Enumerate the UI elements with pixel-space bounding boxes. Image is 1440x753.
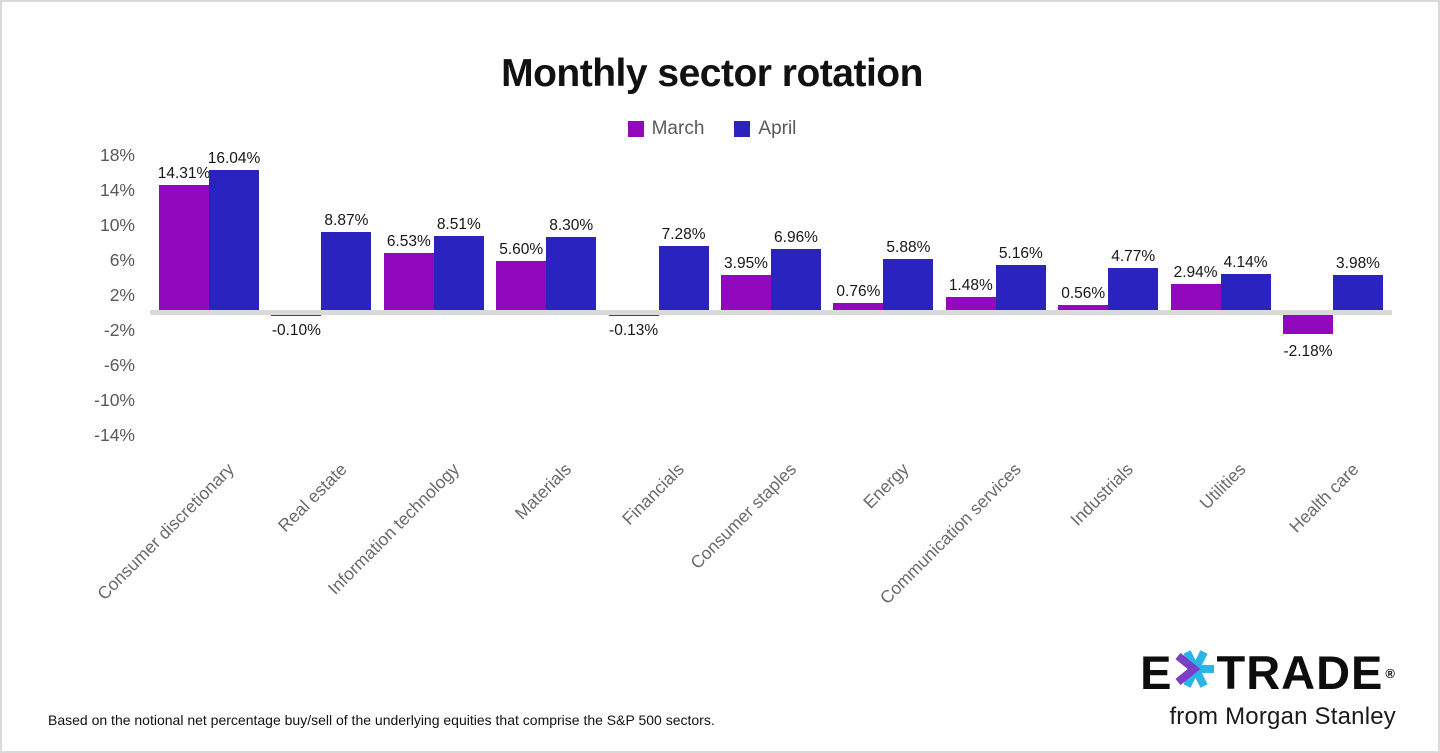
value-label-march-1: -0.10% — [271, 322, 321, 339]
value-label-march-4: -0.13% — [609, 322, 659, 339]
bar-march-8 — [1058, 305, 1109, 310]
x-axis-category-label: Materials — [510, 459, 576, 524]
y-axis-tick-label: -6% — [103, 355, 135, 375]
x-axis-category-label: Consumer staples — [686, 459, 801, 573]
x-axis-category-label: Real estate — [273, 459, 351, 536]
x-axis-category-label: Industrials — [1066, 459, 1138, 530]
registered-mark: ® — [1385, 666, 1396, 681]
value-label-april-10: 3.98% — [1336, 255, 1380, 273]
brand-tagline: from Morgan Stanley — [1169, 703, 1396, 730]
bar-march-7 — [945, 297, 996, 310]
y-axis-tick-label: 2% — [109, 285, 135, 305]
value-label-april-8: 4.77% — [1111, 248, 1156, 266]
value-label-april-1: 8.87% — [324, 212, 369, 230]
bar-march-4 — [608, 315, 659, 317]
bar-april-0 — [209, 169, 259, 310]
etrade-asterisk-icon — [1174, 648, 1216, 698]
bar-april-1 — [321, 232, 372, 310]
value-label-march-0: 14.31% — [157, 164, 211, 182]
logo-letter-e: E — [1140, 646, 1173, 699]
value-label-march-10: -2.18% — [1283, 343, 1333, 361]
value-label-march-9: 2.94% — [1173, 264, 1218, 282]
bar-april-4 — [658, 246, 709, 310]
chart-legend: March April — [0, 118, 1424, 140]
value-label-april-9: 4.14% — [1223, 253, 1268, 271]
bar-april-6 — [883, 258, 934, 310]
x-axis-category-label: Energy — [859, 459, 913, 513]
y-axis-tick-label: 18% — [99, 145, 135, 165]
value-label-march-7: 1.48% — [948, 277, 993, 295]
brand-block: E TRADE ® from Morgan Stanley — [1140, 648, 1396, 731]
bar-march-3 — [496, 261, 547, 310]
bar-april-7 — [995, 264, 1046, 310]
x-axis-category-label: Consumer discretionary — [93, 459, 239, 604]
bar-april-3 — [546, 237, 597, 310]
value-label-april-2: 8.51% — [436, 215, 481, 233]
value-label-march-8: 0.56% — [1061, 285, 1106, 303]
etrade-logo: E TRADE ® — [1140, 648, 1396, 698]
value-label-march-6: 0.76% — [836, 283, 881, 301]
bar-april-8 — [1108, 268, 1159, 310]
y-axis-tick-label: 14% — [99, 180, 135, 200]
value-label-april-5: 6.96% — [774, 229, 818, 247]
legend-label-april: April — [758, 118, 797, 139]
bar-march-5 — [721, 275, 771, 310]
bar-april-10 — [1333, 275, 1383, 310]
bar-april-2 — [433, 235, 484, 310]
bar-march-10 — [1283, 315, 1333, 335]
value-label-april-0: 16.04% — [207, 149, 261, 167]
y-axis-tick-label: 10% — [99, 215, 135, 235]
bar-march-6 — [833, 303, 884, 310]
value-label-march-2: 6.53% — [386, 232, 431, 250]
bar-april-5 — [771, 249, 821, 310]
y-axis-tick-label: -2% — [103, 320, 135, 340]
march-swatch-icon — [627, 121, 644, 137]
legend-label-march: March — [651, 118, 705, 139]
value-label-march-5: 3.95% — [724, 255, 768, 273]
bar-march-1 — [271, 315, 322, 316]
legend-item-april: April — [734, 118, 796, 140]
value-label-april-3: 8.30% — [549, 217, 594, 235]
bar-march-0 — [159, 184, 209, 310]
y-axis-tick-label: 6% — [109, 250, 135, 270]
value-label-march-3: 5.60% — [499, 241, 544, 258]
bar-april-9 — [1220, 273, 1271, 310]
value-label-april-4: 7.28% — [661, 226, 706, 244]
value-label-april-6: 5.88% — [886, 238, 931, 256]
bar-march-9 — [1170, 284, 1221, 310]
y-axis-tick-label: -14% — [94, 425, 135, 445]
logo-word-trade: TRADE — [1216, 646, 1384, 699]
chart-title: Monthly sector rotation — [501, 52, 923, 95]
x-axis-category-label: Financials — [617, 459, 688, 529]
x-axis-category-label: Utilities — [1195, 459, 1250, 514]
legend-item-march: March — [627, 118, 705, 140]
bar-march-2 — [383, 252, 434, 310]
chart-footnote: Based on the notional net percentage buy… — [48, 712, 715, 728]
x-axis-baseline — [150, 310, 1392, 315]
april-swatch-icon — [734, 121, 751, 137]
x-axis-category-label: Health care — [1284, 459, 1363, 537]
y-axis-tick-label: -10% — [94, 390, 135, 410]
value-label-april-7: 5.16% — [998, 244, 1043, 262]
